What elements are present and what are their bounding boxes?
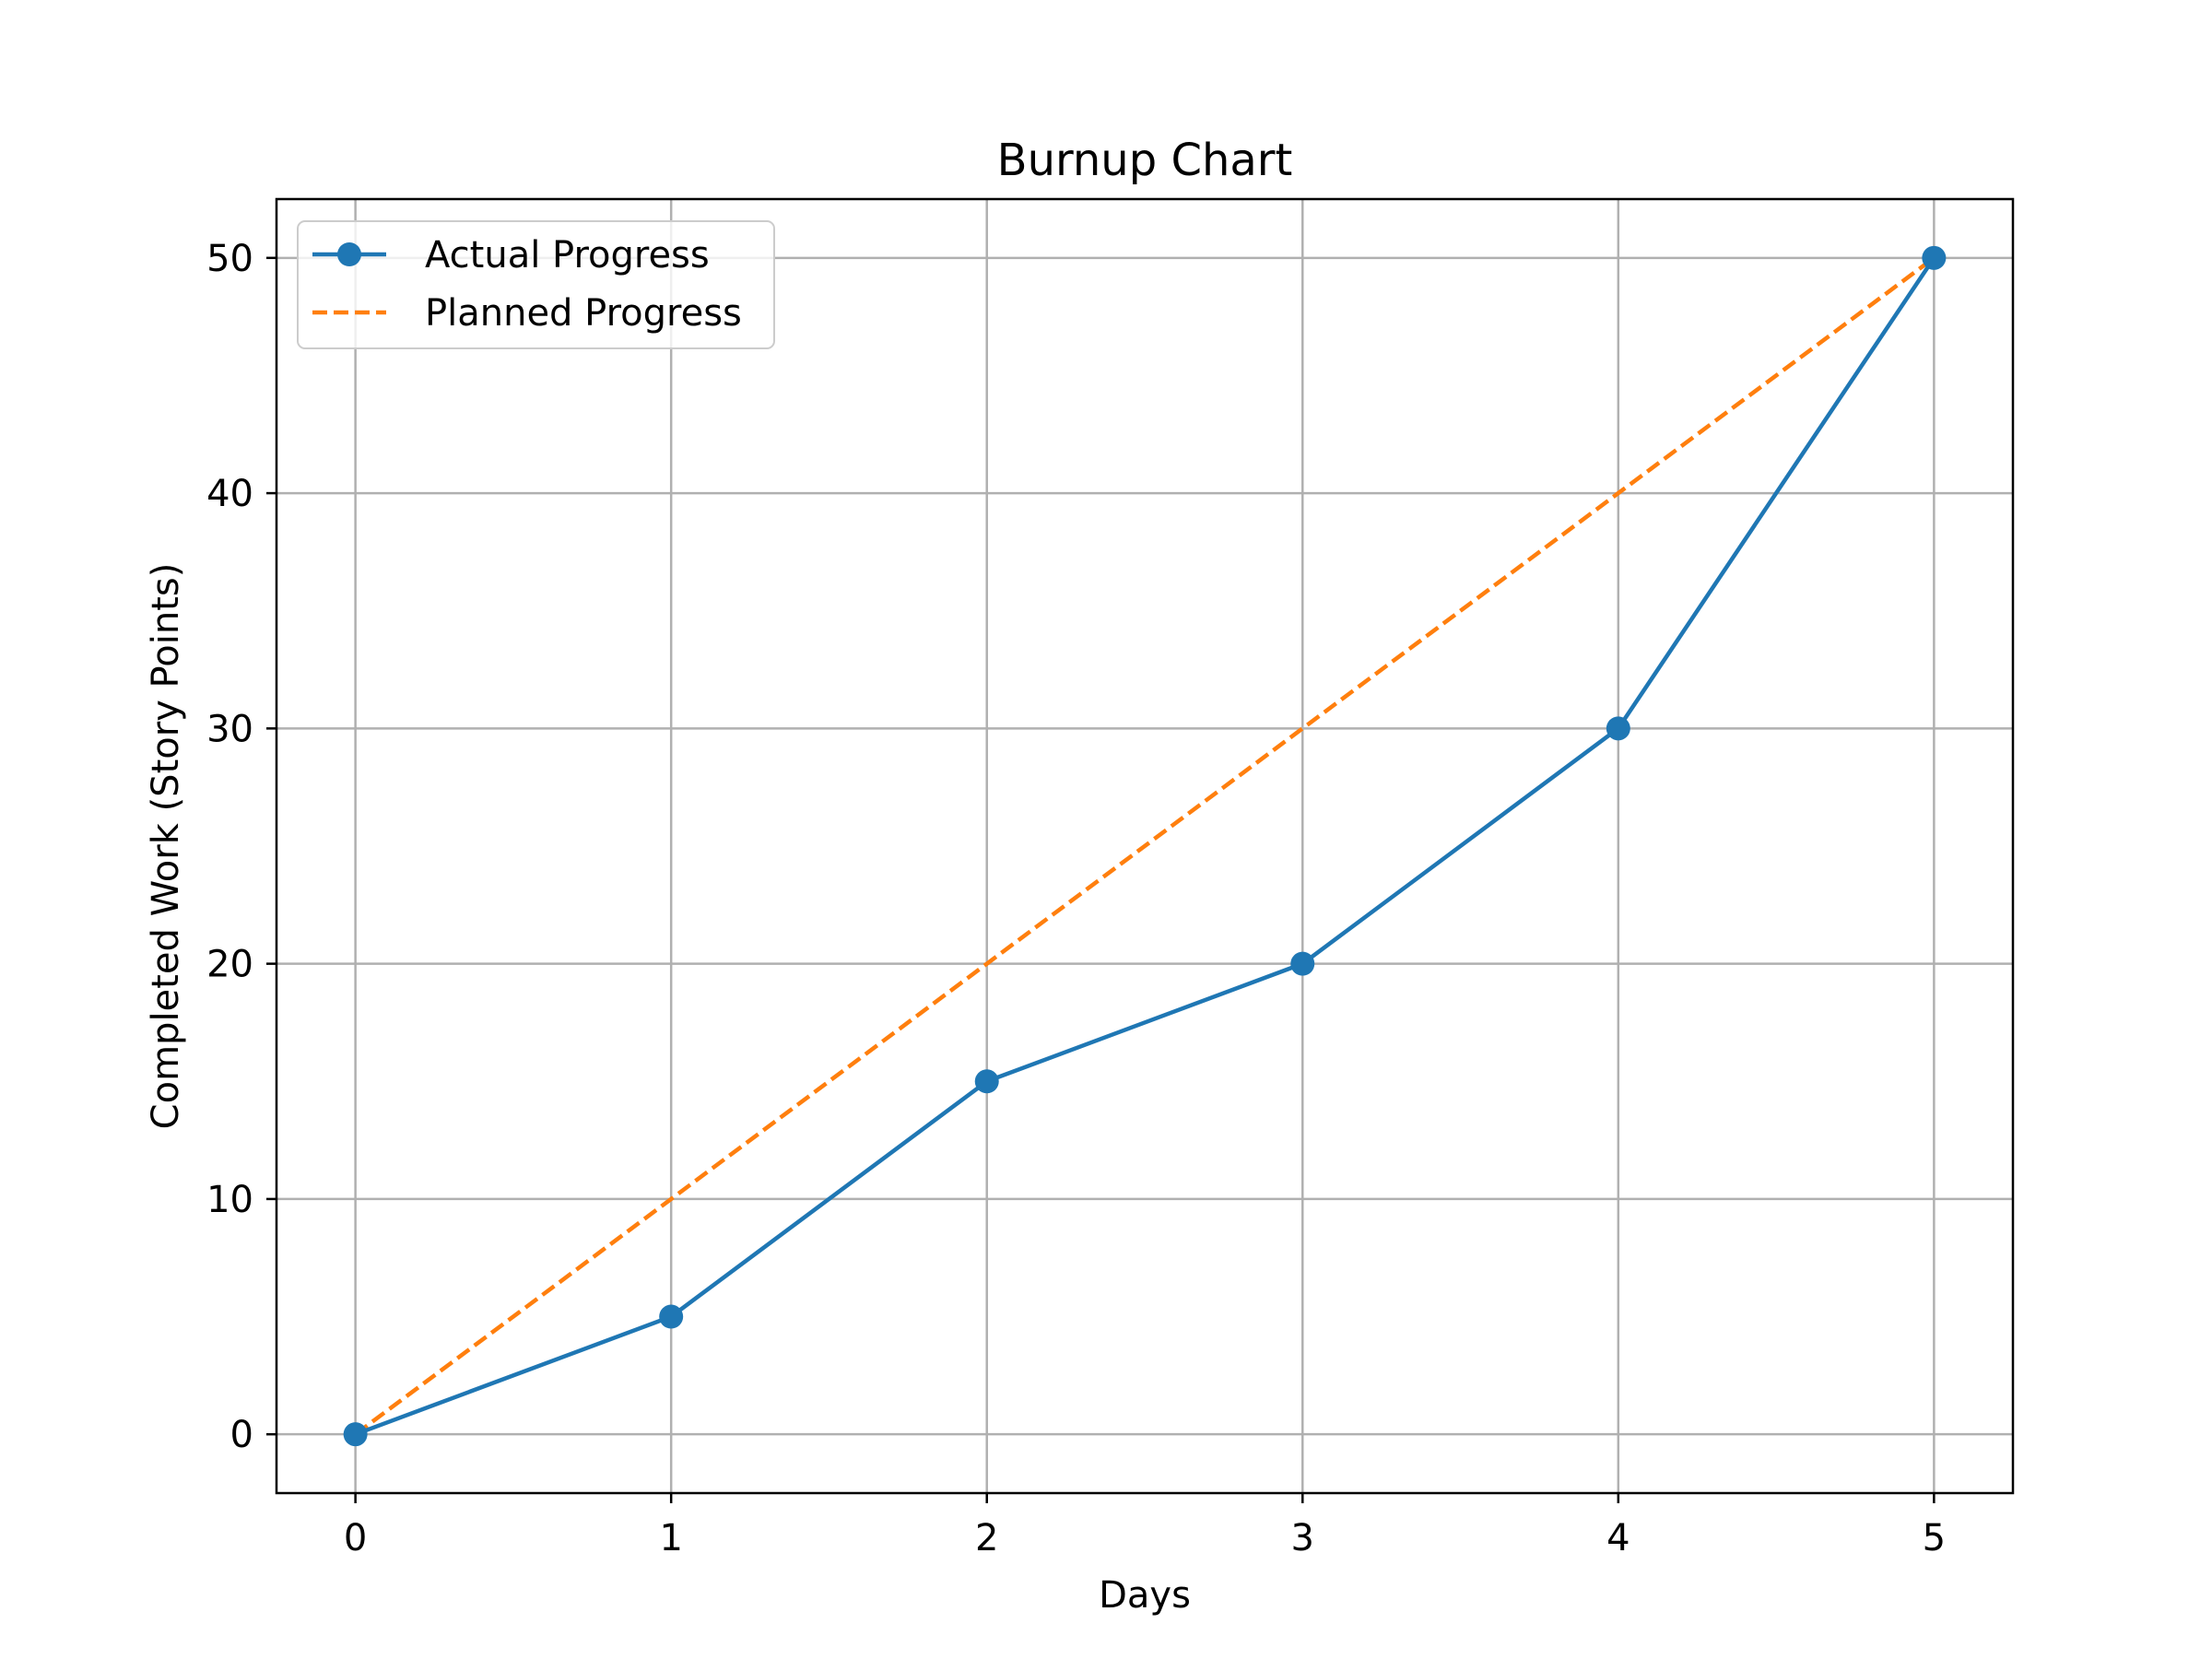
x-tick-label: 1: [659, 1517, 682, 1559]
legend-marker-actual-progress: [337, 242, 361, 266]
chart-title: Burnup Chart: [997, 135, 1293, 186]
y-tick-label: 40: [206, 473, 253, 515]
actual-progress-point: [1290, 951, 1315, 976]
plot-series: [343, 245, 1947, 1447]
x-axis-label: Days: [1099, 1574, 1191, 1617]
legend-label-planned-progress: Planned Progress: [425, 292, 742, 335]
x-tick-label: 0: [344, 1517, 367, 1559]
actual-progress-point: [659, 1304, 684, 1329]
actual-progress-point: [1922, 245, 1947, 270]
legend-label-actual-progress: Actual Progress: [425, 234, 710, 276]
y-tick-label: 20: [206, 944, 253, 986]
plot-frame: [275, 197, 2015, 1495]
legend: Actual Progress Planned Progress: [297, 220, 775, 349]
y-axis-label: Completed Work (Story Points): [145, 563, 187, 1130]
x-tick-label: 3: [1291, 1517, 1314, 1559]
y-tick-label: 0: [230, 1414, 253, 1456]
x-tick-label: 2: [975, 1517, 998, 1559]
actual-progress-point: [974, 1069, 999, 1094]
actual-progress-point: [1606, 716, 1630, 741]
y-tick-label: 50: [206, 238, 253, 280]
legend-frame: [297, 220, 775, 349]
y-tick-label: 10: [206, 1179, 253, 1221]
planned-progress-line: [354, 256, 1936, 1436]
x-tick-label: 5: [1923, 1517, 1946, 1559]
x-tick-label: 4: [1606, 1517, 1630, 1559]
actual-progress-point: [343, 1422, 368, 1447]
actual-progress-line: [353, 255, 1936, 1437]
y-tick-label: 30: [206, 708, 253, 750]
grid: [276, 199, 2013, 1493]
